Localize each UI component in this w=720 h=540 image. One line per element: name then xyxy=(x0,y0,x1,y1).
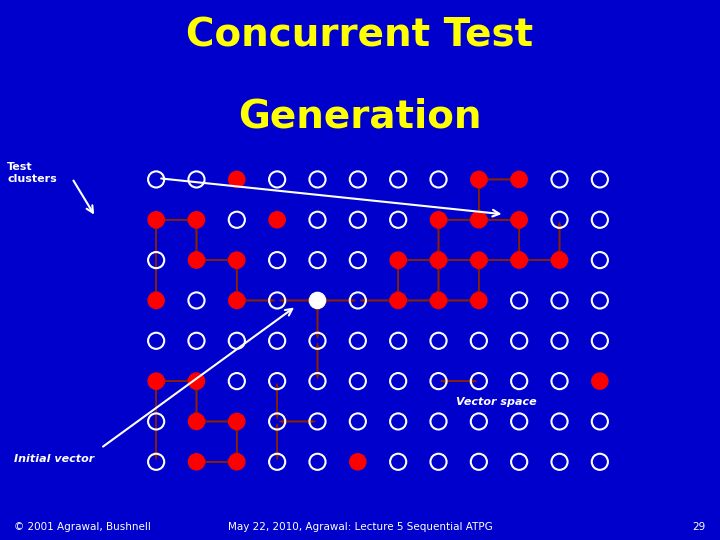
Circle shape xyxy=(269,212,285,228)
Circle shape xyxy=(390,292,406,308)
Circle shape xyxy=(229,454,245,470)
Circle shape xyxy=(390,252,406,268)
Text: Generation: Generation xyxy=(238,97,482,135)
Circle shape xyxy=(189,373,204,389)
Circle shape xyxy=(592,373,608,389)
Circle shape xyxy=(148,373,164,389)
Circle shape xyxy=(189,212,204,228)
Circle shape xyxy=(471,212,487,228)
Text: © 2001 Agrawal, Bushnell: © 2001 Agrawal, Bushnell xyxy=(14,522,151,532)
Circle shape xyxy=(229,171,245,187)
Circle shape xyxy=(350,454,366,470)
Text: May 22, 2010, Agrawal: Lecture 5 Sequential ATPG: May 22, 2010, Agrawal: Lecture 5 Sequent… xyxy=(228,522,492,532)
Circle shape xyxy=(471,252,487,268)
Circle shape xyxy=(310,292,325,308)
Circle shape xyxy=(229,292,245,308)
Text: Concurrent Test: Concurrent Test xyxy=(186,16,534,54)
Circle shape xyxy=(511,252,527,268)
Circle shape xyxy=(431,212,446,228)
Circle shape xyxy=(189,414,204,429)
Circle shape xyxy=(148,292,164,308)
Circle shape xyxy=(552,252,567,268)
Text: 29: 29 xyxy=(693,522,706,532)
Text: Initial vector: Initial vector xyxy=(14,454,94,464)
Circle shape xyxy=(189,252,204,268)
Text: Test
clusters: Test clusters xyxy=(7,162,57,184)
Circle shape xyxy=(229,414,245,429)
Circle shape xyxy=(229,252,245,268)
Circle shape xyxy=(511,171,527,187)
Circle shape xyxy=(148,212,164,228)
Circle shape xyxy=(471,292,487,308)
Circle shape xyxy=(471,171,487,187)
Circle shape xyxy=(511,212,527,228)
Circle shape xyxy=(431,252,446,268)
Text: Vector space: Vector space xyxy=(456,397,536,407)
Circle shape xyxy=(431,292,446,308)
Circle shape xyxy=(189,454,204,470)
